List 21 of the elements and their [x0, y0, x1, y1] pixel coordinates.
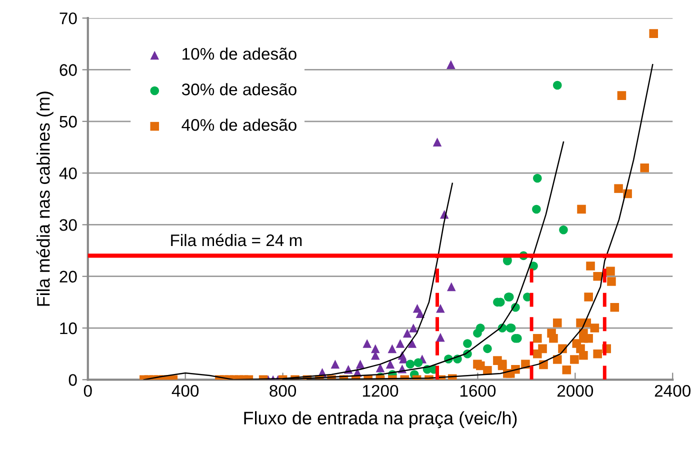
x-tick-label: 1200	[362, 384, 398, 397]
legend-label: 30% de adesão	[182, 83, 296, 96]
legend-label: 10% de adesão	[182, 48, 296, 60]
y-tick-label: 70	[60, 12, 77, 24]
x-tick-label: 2400	[654, 384, 691, 397]
x-tick-label: 0	[84, 384, 92, 397]
ref-line-label: Fila média = 24 m	[171, 234, 302, 246]
y-tick-label: 10	[60, 322, 77, 334]
x-tick-label: 400	[172, 384, 199, 397]
y-tick-label: 0	[68, 374, 77, 386]
y-axis-title: Fila média nas cabines (m)	[36, 92, 54, 306]
y-tick-label: 30	[60, 219, 77, 231]
legend-label: 40% de adesão	[182, 118, 296, 131]
x-tick-label: 800	[270, 384, 296, 397]
y-tick-label: 20	[60, 270, 77, 283]
y-tick-label: 60	[60, 64, 77, 76]
x-tick-label: 2000	[557, 384, 594, 397]
y-tick-label: 50	[60, 116, 77, 128]
x-tick-label: 1600	[460, 384, 496, 397]
y-tick-label: 40	[59, 167, 77, 180]
x-axis-title: Fluxo de entrada na praça (veic/h)	[244, 411, 517, 428]
